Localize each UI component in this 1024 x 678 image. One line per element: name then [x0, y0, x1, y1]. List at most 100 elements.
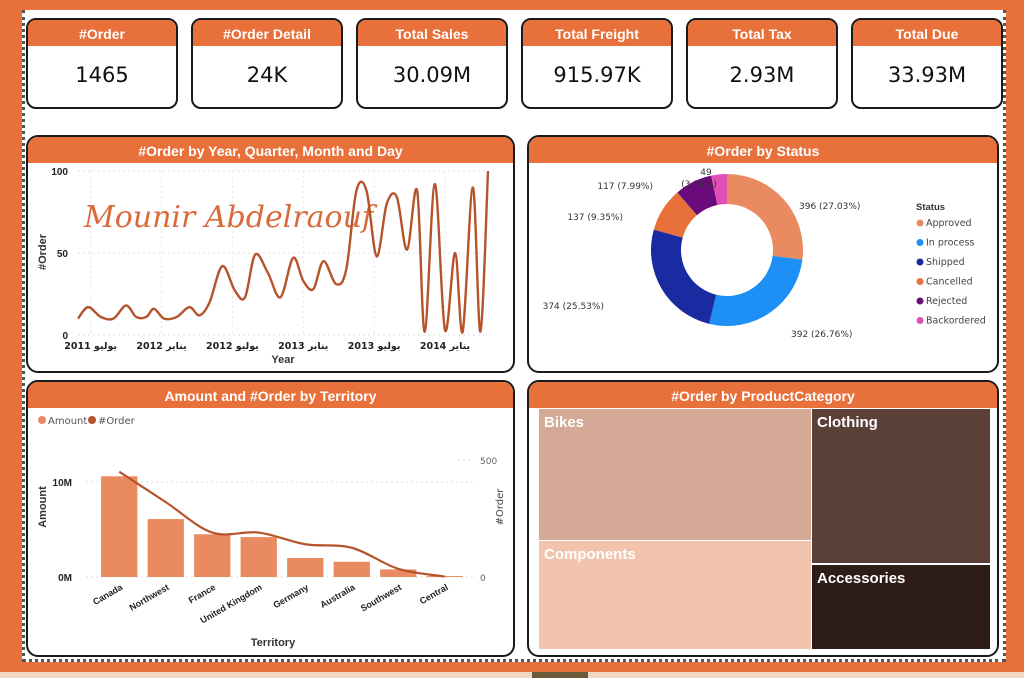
y2-axis-title: #Order	[495, 488, 506, 526]
treemap-cell-bikes[interactable]: Bikes	[539, 409, 811, 540]
y-tick-label: 50	[57, 249, 69, 260]
x-tick-label: Australia	[318, 582, 357, 610]
bar-amount-northwest	[147, 519, 184, 577]
slice-data-label: 392 (26.76%)	[791, 330, 852, 340]
legend-marker-order	[88, 416, 96, 424]
x-tick-label: Germany	[271, 582, 310, 610]
legend-marker	[916, 258, 924, 266]
donut-slice-in-process	[709, 255, 803, 326]
kpi-label: #Order	[28, 20, 176, 46]
legend-title: Status	[916, 202, 945, 213]
y2-tick-label: 500	[480, 457, 497, 467]
legend-label: Backordered	[926, 316, 986, 327]
y-tick-label: 100	[51, 167, 68, 178]
x-axis-title: Territory	[251, 637, 296, 649]
y-tick-label: 0M	[58, 573, 72, 584]
treemap-cell-clothing[interactable]: Clothing	[812, 409, 990, 563]
page-tab[interactable]	[532, 672, 588, 678]
panel-title: #Order by Year, Quarter, Month and Day	[28, 137, 513, 163]
legend-label: Cancelled	[926, 277, 973, 288]
kpi-card-total-freight[interactable]: Total Freight 915.97K	[521, 18, 673, 109]
legend-label: Approved	[926, 218, 972, 229]
slice-data-label: 396 (27.03%)	[799, 202, 860, 212]
line-chart-panel[interactable]: #Order by Year, Quarter, Month and Day 0…	[26, 135, 515, 373]
y-tick-label: 10M	[53, 478, 72, 489]
x-tick-label: Canada	[91, 582, 125, 607]
page-tab-strip	[0, 672, 1024, 678]
x-tick-label: Central	[418, 582, 450, 606]
legend-marker-amount	[38, 416, 46, 424]
kpi-value: 24K	[246, 63, 288, 87]
order-series-line	[77, 170, 490, 334]
y-axis-title: #Order	[37, 233, 49, 270]
x-tick-label: يوليو 2012	[206, 341, 259, 352]
bar-amount-germany	[287, 558, 324, 577]
panel-title: Amount and #Order by Territory	[28, 382, 513, 408]
slice-data-label: 49	[700, 168, 712, 178]
legend-label: Rejected	[926, 296, 967, 307]
legend-label: Shipped	[926, 257, 965, 268]
kpi-label: #Order Detail	[193, 20, 341, 46]
kpi-value: 915.97K	[553, 63, 641, 87]
y-axis-title: Amount	[37, 486, 49, 528]
kpi-card-order[interactable]: #Order 1465	[26, 18, 178, 109]
donut-slice-backordered	[711, 174, 727, 206]
donut-slice-rejected	[677, 175, 718, 216]
treemap-cell-accessories[interactable]: Accessories	[812, 565, 990, 649]
treemap-label: Bikes	[544, 414, 585, 431]
legend-label: Amount	[48, 416, 87, 427]
kpi-card-total-sales[interactable]: Total Sales 30.09M	[356, 18, 508, 109]
legend-marker	[916, 317, 924, 324]
x-tick-label: Southwest	[359, 582, 403, 613]
legend-marker	[916, 278, 924, 285]
donut-slice-shipped	[651, 229, 717, 324]
x-axis-title: Year	[271, 354, 295, 366]
donut-slice-approved	[727, 174, 803, 260]
x-tick-label: يوليو 2013	[348, 341, 401, 352]
slice-data-label: (3.34%)	[681, 180, 717, 190]
donut-chart: 396 (27.03%) 392 (26.76%) 374 (25.53%) 137 …	[543, 168, 986, 340]
watermark-signature: Mounir Abdelraouf	[83, 200, 378, 235]
x-tick-label: يناير 2013	[278, 341, 328, 352]
kpi-card-order-detail[interactable]: #Order Detail 24K	[191, 18, 343, 109]
slice-data-label: 137 (9.35%)	[567, 213, 623, 223]
kpi-label: Total Freight	[523, 20, 671, 46]
x-tick-label: Northwest	[128, 582, 171, 613]
legend-marker	[916, 219, 924, 227]
kpi-card-total-due[interactable]: Total Due 33.93M	[851, 18, 1003, 109]
legend-label: #Order	[98, 416, 136, 427]
bar-amount-southwest	[380, 569, 417, 577]
territory-combo-chart: Amount #Order 10M 0M 500 0 Amount #Order Territo…	[37, 416, 506, 649]
slice-data-label: 117 (7.99%)	[597, 182, 653, 192]
bar-amount-australia	[333, 561, 370, 577]
x-tick-label: يوليو 2011	[64, 341, 117, 352]
bar-amount-canada	[101, 476, 138, 577]
bar-amount-united-kingdom	[240, 537, 277, 577]
kpi-label: Total Tax	[688, 20, 836, 46]
legend-marker	[916, 297, 924, 305]
treemap-label: Components	[544, 546, 636, 563]
y-tick-label: 0	[62, 331, 68, 342]
donut-slice-cancelled	[653, 192, 697, 238]
territory-chart-panel[interactable]: Amount and #Order by Territory Amount #Or…	[26, 380, 515, 657]
panel-title: #Order by Status	[529, 137, 997, 163]
kpi-value: 33.93M	[887, 63, 967, 87]
treemap-panel[interactable]: #Order by ProductCategory Bikes Componen…	[527, 380, 999, 657]
legend-label: In process	[926, 238, 974, 249]
slice-data-label: 374 (25.53%)	[543, 302, 604, 312]
kpi-value: 30.09M	[392, 63, 472, 87]
line-chart: 0 50 100 يوليو 2011 يناير 2012 يوليو 2012 يناي…	[37, 167, 490, 366]
x-tick-label: France	[187, 582, 218, 605]
y2-tick-label: 0	[480, 574, 486, 584]
kpi-label: Total Sales	[358, 20, 506, 46]
panel-title: #Order by ProductCategory	[529, 382, 997, 408]
treemap-label: Clothing	[817, 414, 878, 431]
treemap-label: Accessories	[817, 570, 906, 587]
order-series-line	[118, 470, 445, 578]
kpi-card-total-tax[interactable]: Total Tax 2.93M	[686, 18, 838, 109]
donut-chart-panel[interactable]: #Order by Status 396 (27.03%) 392 (26.76%…	[527, 135, 999, 373]
x-tick-label: يناير 2012	[136, 341, 186, 352]
bar-amount-france	[194, 534, 231, 577]
treemap-cell-components[interactable]: Components	[539, 541, 811, 649]
kpi-value: 2.93M	[729, 63, 795, 87]
